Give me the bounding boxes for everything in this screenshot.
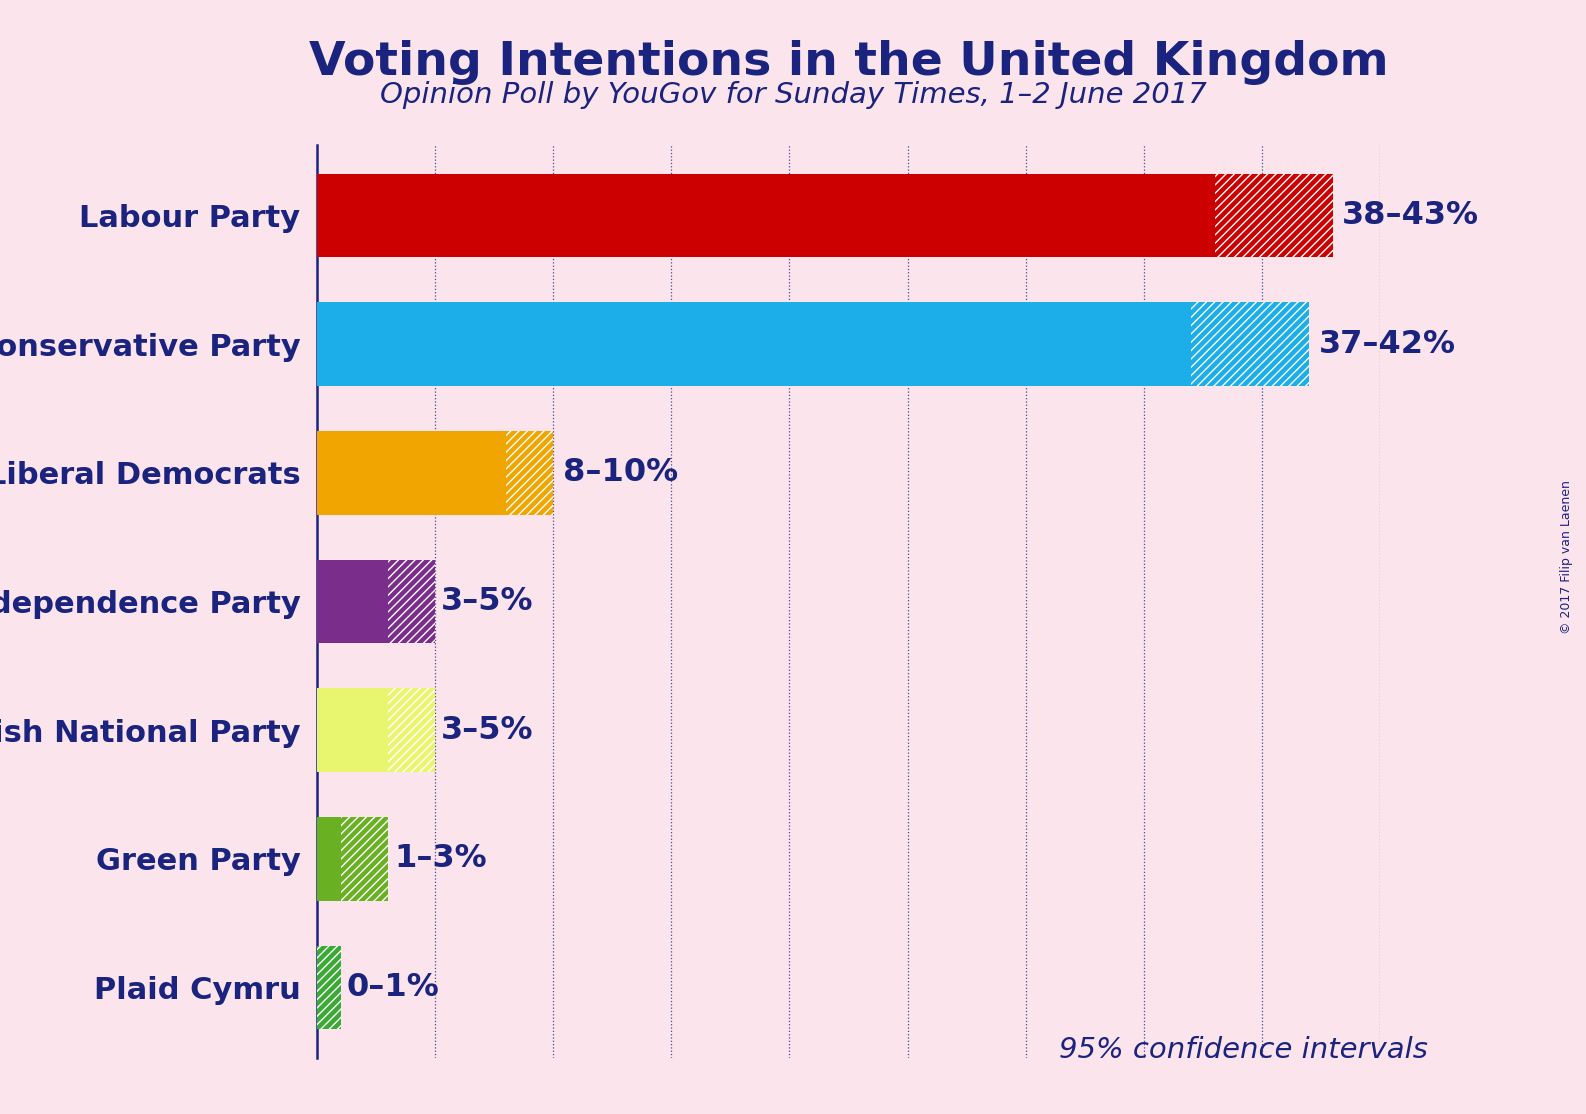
Bar <box>317 688 389 772</box>
Bar <box>1191 302 1308 387</box>
Text: 0–1%: 0–1% <box>347 973 439 1003</box>
Text: 38–43%: 38–43% <box>1342 201 1480 231</box>
Bar <box>317 817 341 901</box>
Bar <box>317 431 506 515</box>
Text: 3–5%: 3–5% <box>441 586 533 617</box>
Bar <box>317 302 1191 387</box>
Text: 3–5%: 3–5% <box>441 715 533 745</box>
Title: Voting Intentions in the United Kingdom: Voting Intentions in the United Kingdom <box>309 40 1388 86</box>
Text: Opinion Poll by YouGov for Sunday Times, 1–2 June 2017: Opinion Poll by YouGov for Sunday Times,… <box>379 80 1207 109</box>
Text: 95% confidence intervals: 95% confidence intervals <box>1058 1036 1427 1064</box>
Text: 8–10%: 8–10% <box>563 458 677 488</box>
Bar <box>389 688 435 772</box>
Text: 37–42%: 37–42% <box>1318 329 1456 360</box>
Text: 1–3%: 1–3% <box>393 843 487 874</box>
Text: © 2017 Filip van Laenen: © 2017 Filip van Laenen <box>1561 480 1573 634</box>
Bar <box>1215 174 1332 257</box>
Bar <box>317 559 389 644</box>
Bar <box>389 559 435 644</box>
Bar <box>317 174 1215 257</box>
Bar <box>317 946 341 1029</box>
Bar <box>506 431 554 515</box>
Bar <box>341 817 389 901</box>
